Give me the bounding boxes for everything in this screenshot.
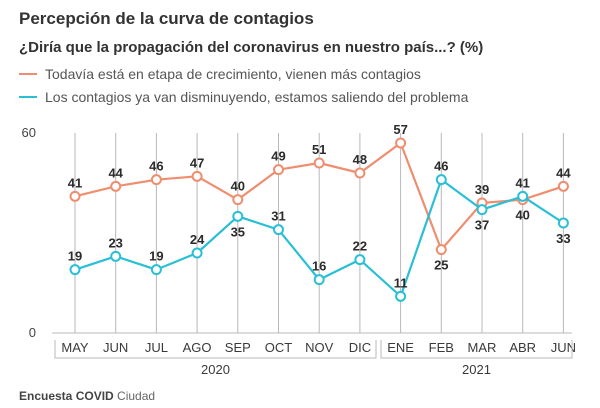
- data-label-s0-2: 46: [149, 159, 163, 174]
- data-point-s1-5: [273, 224, 284, 236]
- data-point-s0-6: [313, 157, 325, 169]
- x-tick-label-ago-3: AGO: [183, 340, 212, 355]
- data-point-s0-1: [110, 180, 122, 192]
- data-label-s1-3: 24: [190, 232, 205, 247]
- year-label-2021: 2021: [462, 362, 491, 377]
- data-point-s0-4: [232, 194, 244, 206]
- data-label-s0-12: 44: [556, 165, 571, 180]
- data-label-s1-7: 22: [353, 239, 367, 254]
- x-tick-label-jun-1: JUN: [103, 340, 128, 355]
- data-label-s1-1: 23: [108, 235, 122, 250]
- data-label-s0-6: 51: [312, 142, 326, 157]
- data-label-s1-2: 19: [149, 249, 163, 264]
- data-point-s0-8: [395, 137, 407, 149]
- data-point-s1-4: [232, 210, 244, 222]
- data-label-s1-8: 11: [394, 275, 408, 290]
- year-bracket-2021: [380, 340, 573, 359]
- data-label-s0-10: 39: [475, 182, 489, 197]
- data-point-s0-9: [435, 244, 447, 256]
- x-tick-label-oct-5: OCT: [265, 340, 293, 355]
- x-tick-label-jun-12: JUN: [551, 340, 576, 355]
- data-point-s1-3: [191, 247, 203, 259]
- data-label-s1-6: 16: [312, 259, 326, 274]
- data-label-s0-0: 41: [68, 175, 82, 190]
- data-label-s0-1: 44: [108, 165, 123, 180]
- legend-label-growing: Todavía está en etapa de crecimiento, vi…: [45, 66, 421, 82]
- data-label-s0-7: 48: [353, 152, 367, 167]
- x-tick-label-feb-9: FEB: [429, 340, 454, 355]
- data-label-s0-4: 40: [231, 179, 245, 194]
- x-tick-label-jul-2: JUL: [145, 340, 168, 355]
- source-bold: Encuesta COVID: [19, 389, 114, 403]
- data-point-s1-8: [395, 290, 407, 302]
- legend-swatch-declining: [19, 96, 37, 98]
- data-point-s0-5: [273, 164, 284, 176]
- chart-subtitle: ¿Diría que la propagación del coronaviru…: [19, 39, 484, 56]
- data-label-s1-10: 37: [475, 218, 489, 233]
- x-tick-label-nov-6: NOV: [305, 340, 334, 355]
- data-label-s1-12: 33: [556, 231, 570, 246]
- x-tick-label-dic-7: DIC: [349, 340, 371, 355]
- data-label-s0-3: 47: [190, 155, 204, 170]
- x-tick-label-may-0: MAY: [61, 340, 89, 355]
- chart-title: Percepción de la curva de contagios: [19, 9, 314, 28]
- data-label-s1-0: 19: [68, 249, 82, 264]
- source-rest: Ciudad: [113, 389, 156, 403]
- data-point-s1-9: [435, 174, 447, 186]
- year-label-2020: 2020: [201, 362, 230, 377]
- data-label-s0-8: 57: [393, 122, 407, 137]
- data-point-s0-3: [191, 170, 203, 182]
- legend-swatch-growing: [19, 73, 37, 75]
- year-bracket-2020: [54, 340, 377, 359]
- data-point-s0-12: [557, 180, 569, 192]
- data-point-s1-11: [517, 190, 529, 202]
- x-tick-label-abr-11: ABR: [509, 340, 536, 355]
- data-label-s1-11: 41: [515, 175, 529, 190]
- data-point-s1-7: [354, 254, 366, 266]
- data-label-s1-5: 31: [271, 209, 285, 224]
- data-point-s0-7: [354, 167, 366, 179]
- legend-label-declining: Los contagios ya van disminuyendo, estam…: [45, 89, 469, 105]
- data-label-s1-9: 46: [434, 159, 448, 174]
- source-note: Encuesta COVID Ciudad: [19, 389, 155, 403]
- y-tick-label-0: 0: [29, 325, 36, 340]
- data-label-s0-11: 40: [515, 208, 529, 223]
- data-point-s1-6: [313, 274, 325, 286]
- data-label-s0-9: 25: [434, 258, 448, 273]
- x-tick-label-ene-8: ENE: [387, 340, 414, 355]
- legend-item-declining: Los contagios ya van disminuyendo, estam…: [19, 89, 468, 105]
- data-point-s1-1: [110, 250, 122, 262]
- x-tick-label-sep-4: SEP: [225, 340, 251, 355]
- x-tick-label-mar-10: MAR: [468, 340, 497, 355]
- data-label-s0-5: 49: [271, 149, 285, 164]
- data-point-s0-0: [69, 190, 81, 202]
- data-label-s1-4: 35: [231, 224, 245, 239]
- data-point-s1-0: [69, 264, 81, 276]
- data-point-s1-10: [476, 204, 488, 216]
- legend-item-growing: Todavía está en etapa de crecimiento, vi…: [19, 66, 421, 82]
- data-point-s1-2: [150, 264, 162, 276]
- data-point-s1-12: [557, 217, 569, 229]
- data-point-s0-2: [150, 174, 162, 186]
- y-tick-label-60: 60: [22, 125, 36, 140]
